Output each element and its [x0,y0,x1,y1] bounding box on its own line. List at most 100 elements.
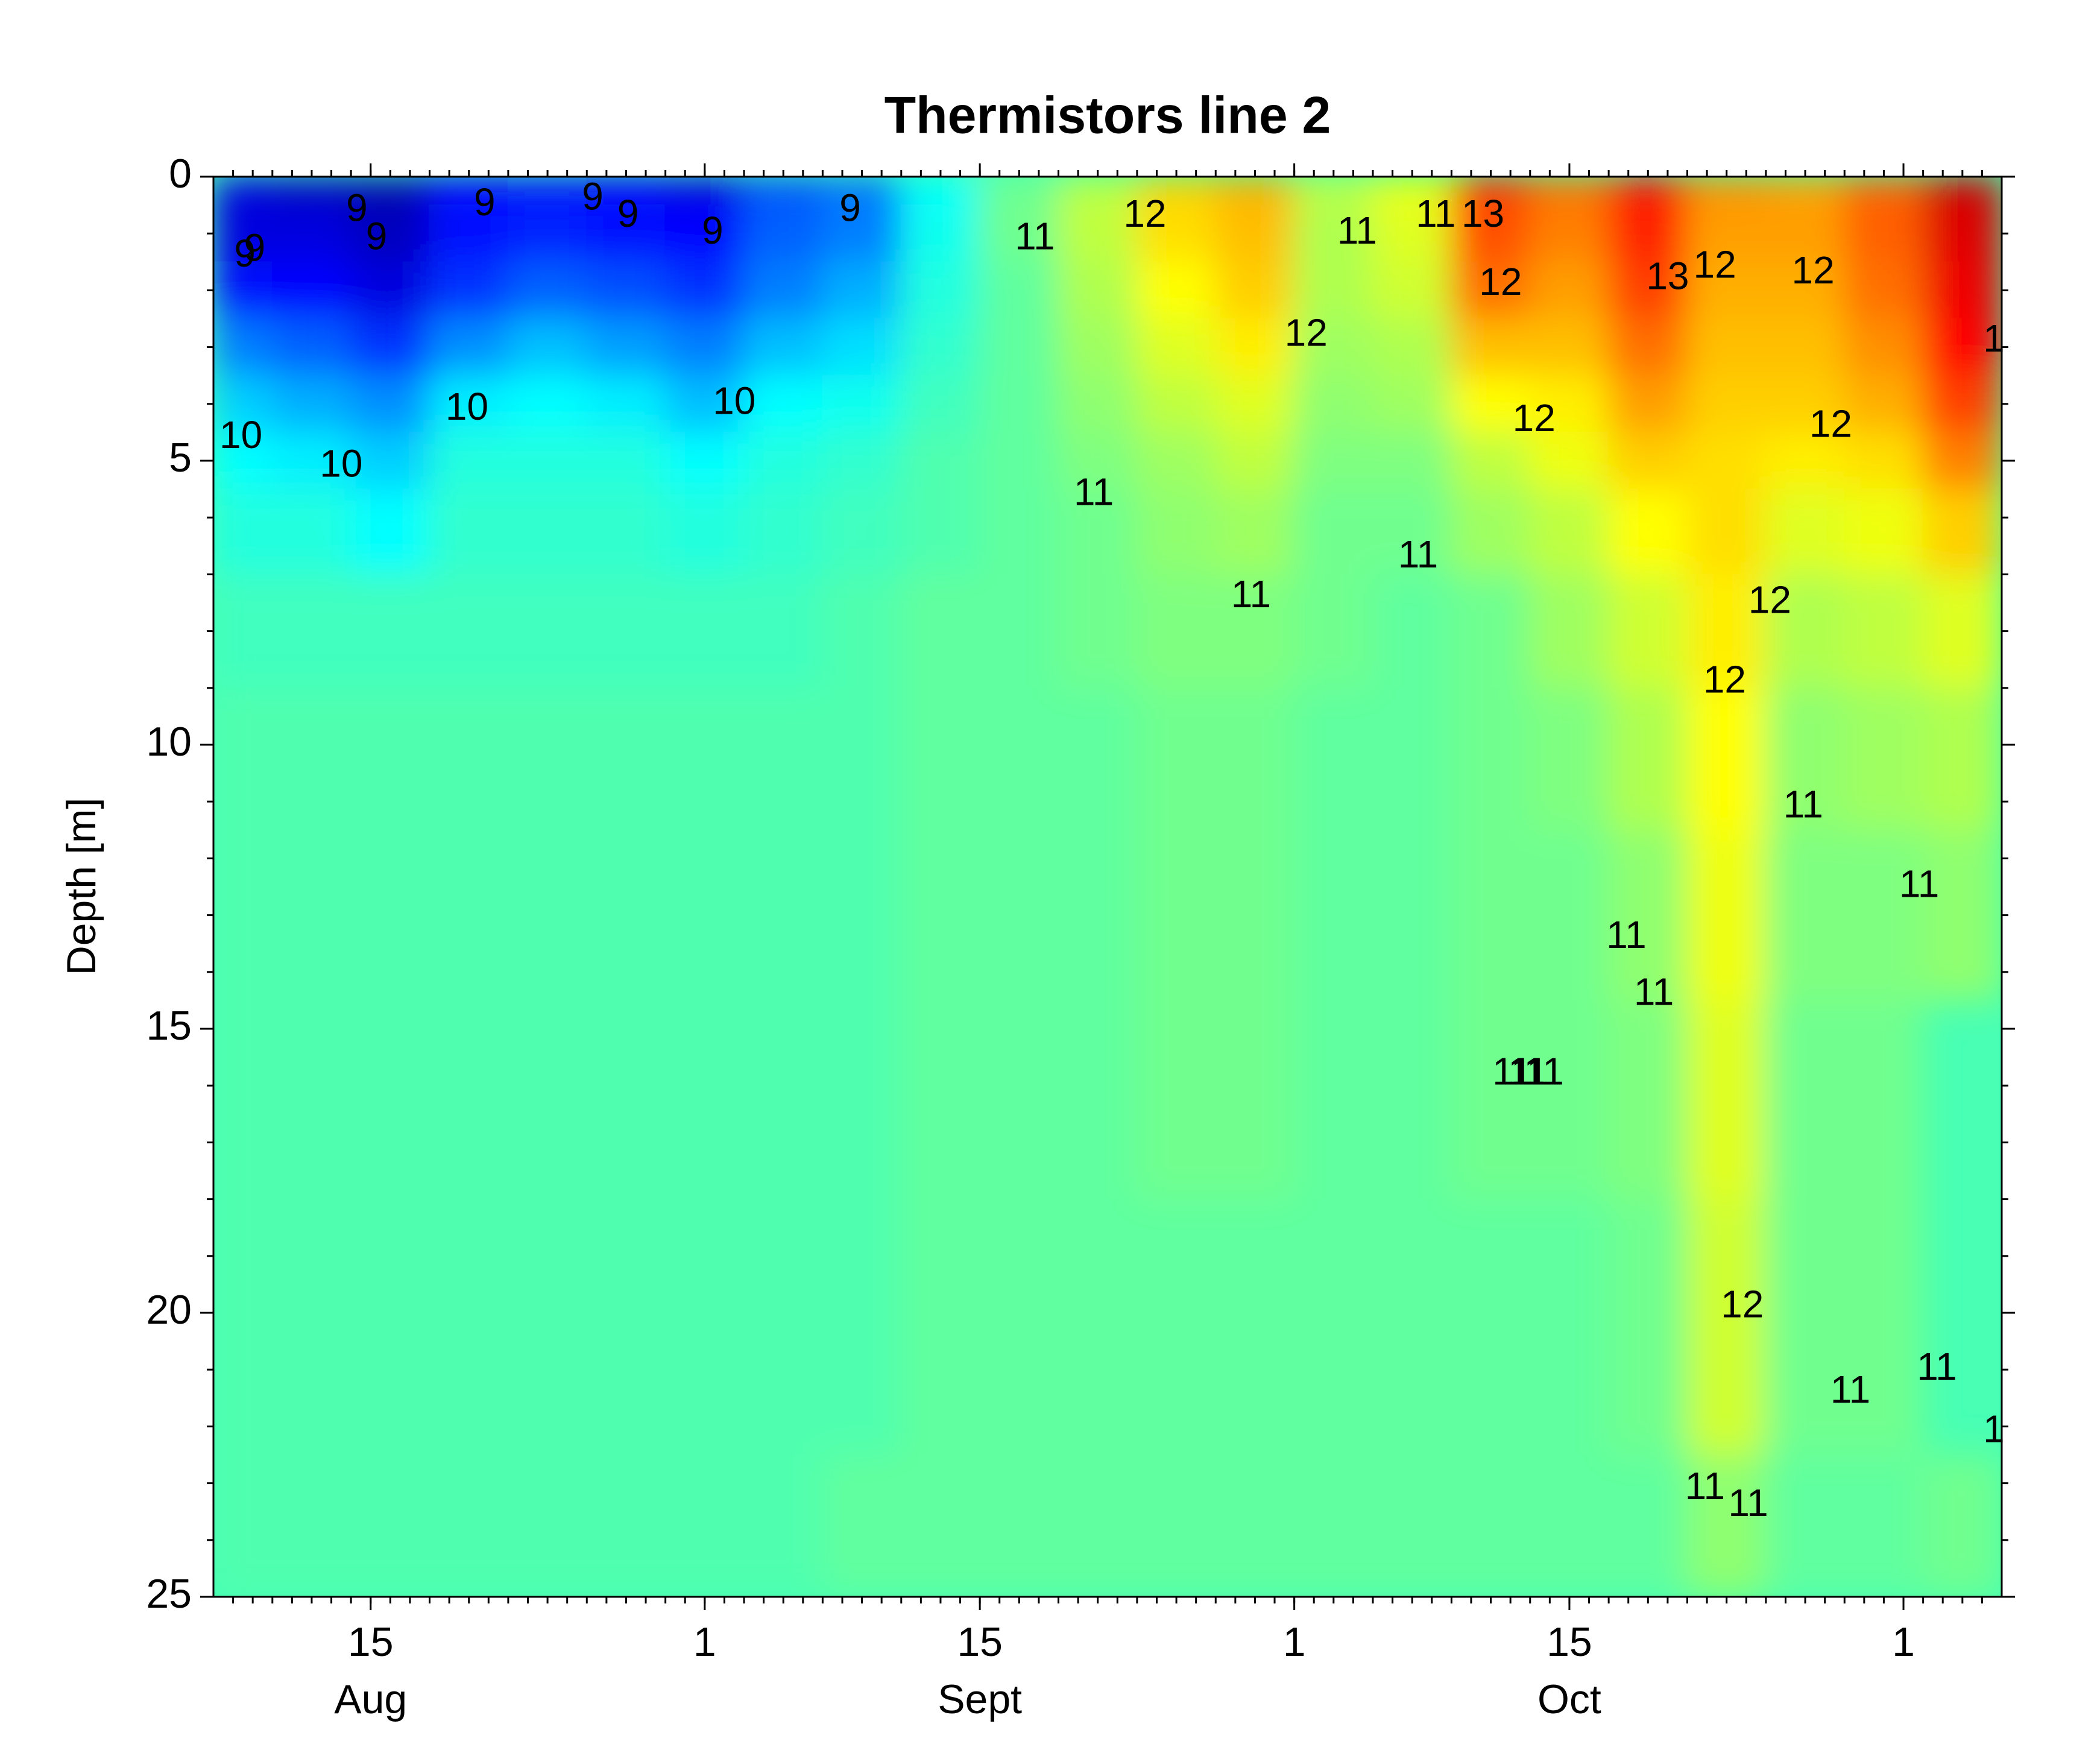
temperature-cell [664,999,745,1200]
temperature-cell [213,687,273,831]
temperature-cell [822,261,902,320]
month-label: Aug [334,1676,407,1722]
temperature-cell [1608,318,1688,376]
contour-label: 12 [1479,260,1522,303]
temperature-cell [664,1198,745,1456]
contour-label: 11 [1634,970,1674,1013]
y-tick-label: 5 [169,435,192,481]
temperature-cell [1686,261,1767,320]
temperature-cell [350,261,430,320]
temperature-cell [1765,261,1846,320]
temperature-cell [213,177,273,206]
temperature-cell [1372,177,1452,206]
contour-label: 11 [1917,1345,1957,1388]
temperature-cell [822,431,902,490]
temperature-cell [1765,999,1846,1200]
x-tick-label: 15 [957,1619,1003,1665]
temperature-cell [1922,431,2002,490]
temperature-cell [271,431,352,490]
temperature-cell [350,177,430,206]
temperature-cell [586,829,666,1001]
temperature-cell [979,999,1059,1200]
temperature-cell [1136,829,1217,1001]
temperature-cell [1844,1198,1924,1456]
temperature-cell [900,177,981,206]
temperature-cell [1529,1454,1610,1597]
temperature-cell [822,177,902,206]
temperature-cell [1608,374,1688,433]
x-tick-label: 15 [1547,1619,1592,1665]
temperature-cell [1608,1454,1688,1597]
contour-label: 11 [1524,1049,1563,1093]
temperature-cell [1686,431,1767,490]
temperature-cell [664,204,745,263]
temperature-cell [1765,573,1846,689]
temperature-cell [1922,687,2002,831]
contour-label: 10 [713,379,755,423]
temperature-cell [1608,488,1688,575]
temperature-cell [743,829,824,1001]
month-label: Oct [1537,1676,1601,1722]
temperature-cell [743,1198,824,1456]
contour-label: 11 [1899,862,1939,905]
temperature-cell [1608,829,1688,1001]
temperature-cell [586,1198,666,1456]
contour-label: 13 [1461,192,1504,235]
temperature-cell [1136,1198,1217,1456]
temperature-cell [1215,999,1295,1200]
temperature-cell [1765,829,1846,1001]
temperature-cell [507,177,588,206]
temperature-cell [1608,204,1688,263]
temperature-cell [1686,999,1767,1200]
temperature-cell [1058,829,1138,1001]
temperature-cell [664,431,745,490]
temperature-cell [1844,261,1924,320]
temperature-cell [1451,829,1531,1001]
temperature-cell [507,1454,588,1597]
contour-label: 12 [1123,192,1166,235]
temperature-cell [213,261,273,320]
contour-label: 12 [1694,243,1736,286]
temperature-cell [1922,177,2002,206]
plot-frame [212,175,2003,1598]
temperature-cell [1686,204,1767,263]
temperature-cell [822,488,902,575]
temperature-cell [1608,999,1688,1200]
temperature-cell [350,687,430,831]
temperature-cell [664,261,745,320]
temperature-cell [213,999,273,1200]
temperature-cell [271,999,352,1200]
temperature-cell [743,177,824,206]
temperature-cell [1136,431,1217,490]
contour-label: 11 [1830,1368,1870,1411]
temperature-cell [743,318,824,376]
temperature-cell [1451,687,1531,831]
temperature-cell [1136,374,1217,433]
temperature-cell [1529,999,1610,1200]
temperature-cell [1136,687,1217,831]
temperature-cell [1844,318,1924,376]
temperature-cell [1686,177,1767,206]
temperature-cell [1686,1454,1767,1597]
contour-label: 9 [839,186,861,229]
temperature-cell [429,829,509,1001]
temperature-cell [429,177,509,206]
temperature-cell [664,488,745,575]
contour-label: 11 [1074,470,1114,513]
temperature-cell [586,1454,666,1597]
temperature-cell [1372,687,1452,831]
x-tick-label: 1 [1283,1619,1306,1665]
temperature-cell [1136,999,1217,1200]
contour-label: 9 [366,215,388,258]
temperature-cell [1686,687,1767,831]
temperature-cell [271,177,352,206]
temperature-cell [1765,488,1846,575]
temperature-cell [1215,488,1295,575]
temperature-cell [822,204,902,263]
contour-label: 13 [1646,254,1689,297]
temperature-cell [1136,573,1217,689]
temperature-cell [900,1198,981,1456]
contour-label: 9 [582,175,604,218]
